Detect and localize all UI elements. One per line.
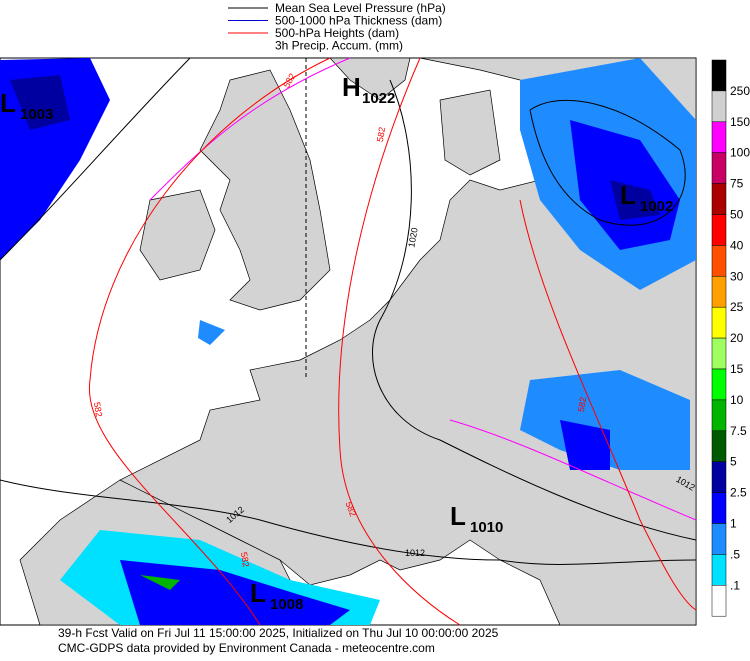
- contour-label: 1012: [405, 548, 425, 558]
- legend-label: 500-1000 hPa Thickness (dam): [275, 14, 442, 28]
- legend-label: 500-hPa Heights (dam): [275, 26, 399, 40]
- center-value: 1010: [470, 519, 503, 536]
- contour-label: 582: [344, 500, 359, 518]
- colorbar-swatch: [711, 59, 727, 92]
- colorbar-label: .1: [730, 578, 740, 592]
- center-value: 1022: [362, 90, 395, 107]
- footer: 39-h Fcst Valid on Fri Jul 11 15:00:00 2…: [58, 626, 499, 655]
- colorbar-label: 1: [730, 517, 737, 531]
- precipitation: [0, 58, 696, 625]
- colorbar-swatch: [711, 121, 727, 153]
- colorbar-label: 15: [730, 362, 744, 376]
- colorbar-label: 250: [730, 84, 750, 98]
- center-letter: L: [450, 501, 466, 531]
- colorbar-label: 40: [730, 238, 744, 252]
- colorbar-swatch: [711, 276, 727, 308]
- center-letter: L: [250, 578, 266, 608]
- center-value: 1002: [640, 198, 673, 215]
- colorbar-swatch: [711, 245, 727, 277]
- colorbar-label: .5: [730, 547, 740, 561]
- center-value: 1003: [20, 106, 53, 123]
- center-value: 1008: [270, 596, 303, 613]
- colorbar-swatch: [711, 523, 727, 555]
- legend-label: 3h Precip. Accum. (mm): [275, 39, 403, 53]
- contour-label: 1020: [406, 227, 419, 248]
- center-letter: L: [0, 88, 16, 118]
- colorbar-swatch: [711, 399, 727, 432]
- colorbar-swatch: [711, 337, 727, 370]
- contour-label: 582: [375, 126, 387, 143]
- colorbar-label: 5: [730, 455, 737, 469]
- colorbar-swatch: [711, 461, 727, 493]
- contour-label: 582: [239, 551, 251, 568]
- colorbar-swatch: [711, 183, 727, 215]
- legend: Mean Sea Level Pressure (hPa)500-1000 hP…: [228, 1, 446, 53]
- colorbar-label: 2.5: [730, 486, 747, 500]
- contour-label: 582: [92, 401, 104, 418]
- contours: [0, 57, 697, 626]
- footer-line: CMC-GDPS data provided by Environment Ca…: [58, 641, 435, 655]
- colorbar-label: 100: [730, 146, 750, 160]
- colorbar-swatch: [711, 585, 727, 617]
- legend-label: Mean Sea Level Pressure (hPa): [275, 1, 446, 15]
- map: [0, 57, 697, 626]
- colorbar: 250 150 100 75 50 40 30 25 20 15 10 7.5 5 2.5 1 .5 .1: [711, 59, 750, 617]
- colorbar-label: 7.5: [730, 424, 747, 438]
- center-letter: H: [342, 72, 361, 102]
- colorbar-swatch: [711, 368, 727, 401]
- colorbar-swatch: [711, 492, 727, 524]
- colorbar-swatch: [711, 90, 727, 123]
- colorbar-label: 20: [730, 331, 744, 345]
- colorbar-swatch: [711, 554, 727, 586]
- footer-line: 39-h Fcst Valid on Fri Jul 11 15:00:00 2…: [58, 626, 499, 640]
- colorbar-label: 75: [730, 177, 744, 191]
- center-letter: L: [620, 180, 636, 210]
- colorbar-label: 25: [730, 300, 744, 314]
- colorbar-swatch: [711, 152, 727, 184]
- colorbar-swatch: [711, 306, 727, 339]
- colorbar-label: 30: [730, 269, 744, 283]
- contour-label: 582: [576, 396, 588, 413]
- colorbar-label: 10: [730, 393, 744, 407]
- colorbar-swatch: [711, 214, 727, 246]
- colorbar-label: 150: [730, 115, 750, 129]
- colorbar-label: 50: [730, 208, 744, 222]
- colorbar-swatch: [711, 430, 727, 462]
